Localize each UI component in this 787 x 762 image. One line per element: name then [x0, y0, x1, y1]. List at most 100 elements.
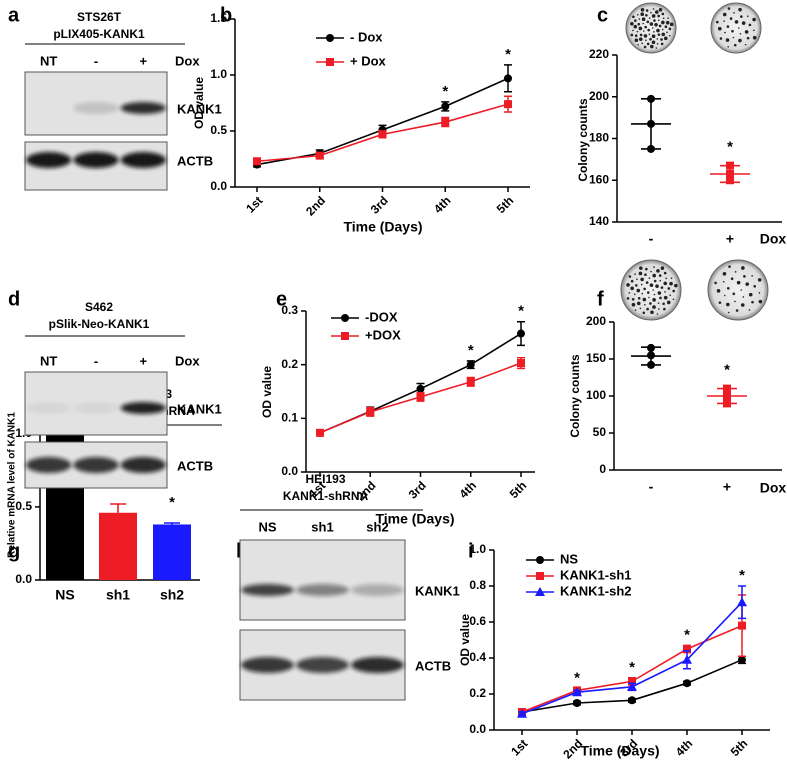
colony	[638, 26, 643, 31]
lane-label: -	[94, 353, 98, 368]
colony	[714, 281, 717, 285]
colony	[735, 309, 739, 312]
marker	[416, 392, 425, 401]
x-tick-label: 3rd	[406, 478, 429, 501]
marker	[366, 407, 375, 416]
colony	[663, 307, 666, 311]
colony	[717, 26, 722, 31]
colony	[656, 313, 659, 315]
colony	[637, 22, 641, 26]
colony	[649, 283, 654, 287]
panel-letter: f	[597, 288, 604, 310]
marker	[504, 100, 512, 109]
colony	[718, 301, 722, 304]
colony	[744, 43, 747, 46]
colony	[658, 7, 663, 12]
blot-band	[73, 102, 119, 114]
colony	[647, 28, 651, 32]
significance: *	[739, 567, 745, 584]
y-tick-label: 0.0	[469, 722, 486, 736]
x-tick-label: +	[723, 479, 731, 495]
colony	[645, 281, 649, 284]
colony	[674, 283, 678, 288]
colony	[648, 33, 651, 36]
colony	[669, 294, 671, 296]
band-label: ACTB	[177, 153, 213, 168]
colony	[649, 302, 652, 305]
y-tick-label: 1.0	[469, 542, 486, 556]
colony	[640, 8, 645, 12]
x-tick-label: sh1	[106, 587, 130, 603]
panel-letter: i	[468, 540, 474, 562]
colony	[730, 277, 734, 280]
colony	[626, 297, 630, 300]
lane-label: sh2	[366, 519, 388, 534]
y-tick-label: 0	[599, 462, 606, 476]
marker	[726, 176, 734, 185]
colony	[653, 293, 656, 296]
marker	[441, 118, 450, 127]
colony	[741, 266, 745, 270]
colony	[628, 292, 631, 294]
x-axis-label: Time (Days)	[580, 743, 659, 759]
y-tick-label: 0.5	[210, 123, 227, 137]
series-line	[256, 77, 509, 166]
colony	[661, 12, 665, 16]
colony	[630, 33, 634, 37]
colony	[649, 37, 652, 41]
marker	[723, 384, 731, 393]
y-tick-label: 0.1	[281, 411, 298, 425]
colony	[641, 17, 646, 21]
colony	[648, 17, 651, 19]
marker	[536, 556, 544, 564]
blot-band	[120, 102, 167, 114]
panel-letter: e	[276, 288, 287, 310]
lane-label: +	[140, 353, 148, 368]
y-axis-label: OD value	[458, 614, 472, 666]
colony	[653, 19, 656, 22]
colony	[630, 21, 634, 26]
colony	[652, 8, 655, 10]
colony	[655, 284, 659, 288]
colony	[758, 299, 763, 304]
colony	[654, 10, 659, 14]
legend-label: +DOX	[365, 327, 401, 342]
legend-label: + Dox	[350, 53, 387, 68]
colony-dish	[707, 259, 769, 321]
band-label: KANK1	[415, 583, 460, 598]
colony	[660, 38, 663, 41]
y-axis-label: Colony counts	[568, 354, 582, 438]
colony	[636, 288, 641, 293]
colony	[628, 275, 632, 278]
marker	[723, 399, 731, 408]
colony	[634, 19, 637, 22]
colony	[652, 305, 656, 309]
colony	[641, 292, 644, 295]
colony	[631, 302, 636, 307]
blot-band	[241, 657, 294, 673]
marker	[441, 102, 450, 111]
marker	[517, 329, 525, 338]
colony	[646, 291, 650, 294]
legend-label: KANK1-sh2	[560, 583, 632, 598]
colony	[644, 303, 646, 306]
panel-letter: d	[8, 288, 20, 310]
lane-label: sh1	[311, 519, 333, 534]
condition-label: Dox	[760, 231, 787, 247]
marker	[315, 151, 324, 160]
colony	[663, 36, 668, 41]
colony	[645, 39, 647, 42]
y-axis-label: OD value	[260, 366, 274, 418]
colony	[743, 275, 746, 278]
x-tick-label: -	[649, 231, 654, 247]
marker	[726, 169, 734, 178]
condition-label: Dox	[175, 53, 200, 68]
significance: *	[505, 46, 511, 63]
y-tick-label: 0.0	[15, 572, 32, 586]
colony	[645, 13, 648, 17]
colony	[648, 277, 651, 279]
marker	[627, 681, 637, 691]
y-tick-label: 0.2	[469, 686, 486, 700]
band-label: KANK1	[177, 101, 222, 116]
